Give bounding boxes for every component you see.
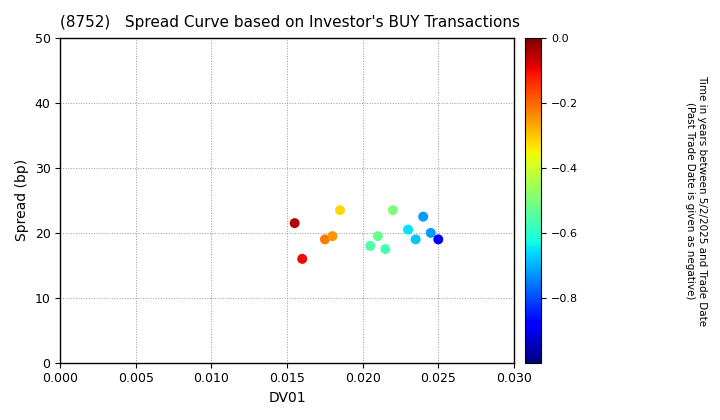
Point <box>387 207 399 213</box>
Point <box>289 220 300 226</box>
Text: (8752)   Spread Curve based on Investor's BUY Transactions: (8752) Spread Curve based on Investor's … <box>60 15 521 30</box>
Y-axis label: Spread (bp): Spread (bp) <box>15 159 29 242</box>
Point <box>327 233 338 239</box>
Y-axis label: Time in years between 5/2/2025 and Trade Date
(Past Trade Date is given as negat: Time in years between 5/2/2025 and Trade… <box>685 75 707 326</box>
X-axis label: DV01: DV01 <box>269 391 306 405</box>
Point <box>433 236 444 243</box>
Point <box>364 242 376 249</box>
Point <box>402 226 414 233</box>
Point <box>379 246 391 252</box>
Point <box>410 236 421 243</box>
Point <box>372 233 384 239</box>
Point <box>297 255 308 262</box>
Point <box>425 229 436 236</box>
Point <box>319 236 330 243</box>
Point <box>334 207 346 213</box>
Point <box>418 213 429 220</box>
